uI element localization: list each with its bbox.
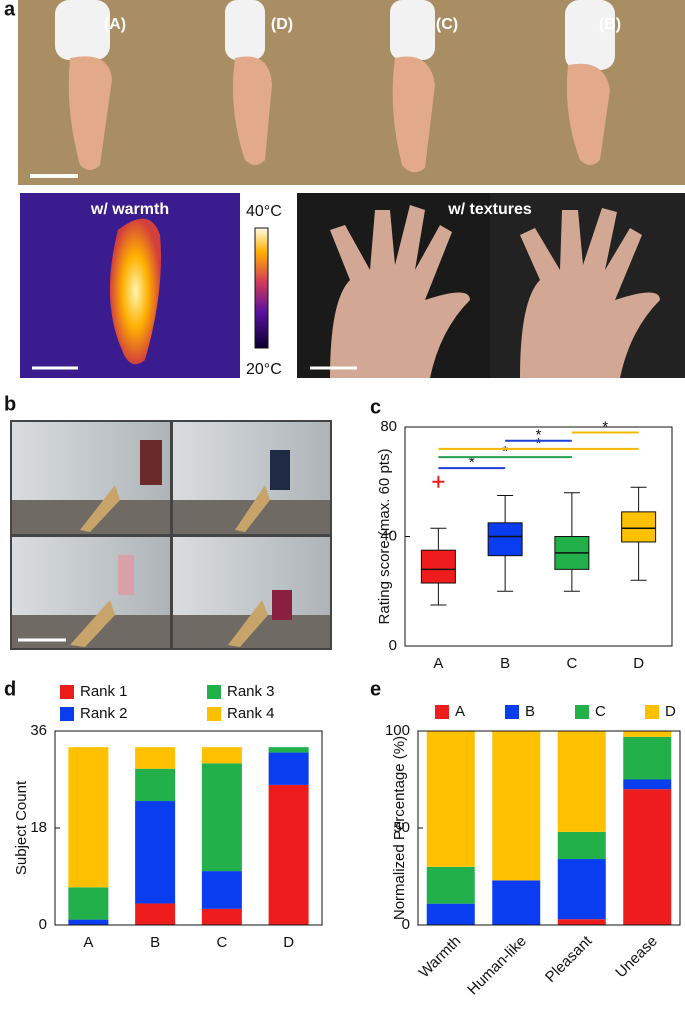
legend-swatch xyxy=(645,705,659,719)
y-tick-label: 80 xyxy=(380,418,397,435)
bar-segment xyxy=(557,731,606,832)
legend-label: Rank 2 xyxy=(80,705,128,722)
legend-label: C xyxy=(595,703,606,720)
box xyxy=(420,549,456,584)
y-tick-label: 0 xyxy=(39,916,47,933)
y-axis-label: Normalized Percentage (%) xyxy=(391,736,408,920)
bar-segment xyxy=(426,866,475,904)
x-tick-label: A xyxy=(433,655,443,672)
y-tick-label: 100 xyxy=(385,722,410,739)
colorbar-min: 20°C xyxy=(246,361,282,378)
box xyxy=(621,511,657,543)
legend-label: Rank 3 xyxy=(227,683,275,700)
x-tick-label: Warmth xyxy=(416,933,465,982)
box xyxy=(487,522,523,557)
bar-segment xyxy=(623,779,672,790)
outlier xyxy=(432,475,445,488)
x-tick-label: D xyxy=(283,934,294,951)
x-tick-label: C xyxy=(216,934,227,951)
y-tick-label: 0 xyxy=(402,916,410,933)
significance-label: * xyxy=(469,454,475,471)
y-tick-label: 18 xyxy=(30,819,47,836)
bar-segment xyxy=(492,880,541,925)
x-tick-label: D xyxy=(633,655,644,672)
bar-segment xyxy=(68,919,109,925)
legend-label: A xyxy=(455,703,465,720)
thermal-title: w/ warmth xyxy=(90,201,169,218)
axis-frame xyxy=(404,426,673,647)
y-axis-label: Rating score (max. 60 pts) xyxy=(376,449,393,625)
colorbar-max: 40°C xyxy=(246,203,282,220)
legend-swatch xyxy=(60,707,74,721)
x-tick-label: C xyxy=(566,655,577,672)
x-tick-label: A xyxy=(83,934,93,951)
bar-segment xyxy=(201,747,242,764)
panel-label: d xyxy=(4,678,16,700)
legend-swatch xyxy=(207,707,221,721)
legend-label: B xyxy=(525,703,535,720)
hand-label: (B) xyxy=(599,16,621,33)
bar-segment xyxy=(492,731,541,881)
panel-label: b xyxy=(4,393,16,415)
bar-segment xyxy=(201,763,242,872)
texture-title: w/ textures xyxy=(447,201,532,218)
legend-swatch xyxy=(505,705,519,719)
significance-label: * xyxy=(536,435,542,452)
bar-segment xyxy=(201,908,242,925)
bar-segment xyxy=(135,747,176,769)
y-tick-label: 40 xyxy=(380,527,397,544)
bar-segment xyxy=(268,752,309,785)
photo-thermal xyxy=(20,193,269,378)
panel-label: c xyxy=(370,396,381,418)
bar-segment xyxy=(426,903,475,925)
legend-swatch xyxy=(207,685,221,699)
legend-swatch xyxy=(60,685,74,699)
bar-segment xyxy=(623,731,672,737)
bar-segment xyxy=(557,919,606,925)
y-axis-label: Subject Count xyxy=(13,780,30,875)
bar-segment xyxy=(201,871,242,909)
photo-study xyxy=(10,420,332,650)
photo-hands xyxy=(18,0,685,185)
y-tick-label: 36 xyxy=(30,722,47,739)
x-tick-label: Unease xyxy=(612,933,661,982)
bar-segment xyxy=(135,768,176,802)
bar-segment xyxy=(623,736,672,780)
bar-segment xyxy=(135,903,176,925)
legend-swatch xyxy=(575,705,589,719)
legend-swatch xyxy=(435,705,449,719)
x-tick-label: B xyxy=(150,934,160,951)
bar-segment xyxy=(623,789,672,925)
axis-frame xyxy=(417,730,681,926)
bar-segment xyxy=(557,831,606,860)
axis-frame xyxy=(54,730,323,926)
bar-segment xyxy=(268,784,309,925)
bar-segment xyxy=(68,887,109,920)
x-tick-label: Pleasant xyxy=(542,932,596,986)
panel-label: e xyxy=(370,678,381,700)
bar-segment xyxy=(557,859,606,920)
significance-label: * xyxy=(536,427,542,444)
photo-textures xyxy=(297,193,685,378)
hand-label: (D) xyxy=(271,16,293,33)
bar-segment xyxy=(268,747,309,753)
bar-segment xyxy=(426,731,475,867)
x-tick-label: Human-like xyxy=(464,933,530,999)
legend-label: D xyxy=(665,703,676,720)
legend-label: Rank 4 xyxy=(227,705,275,722)
y-tick-label: 50 xyxy=(393,819,410,836)
hand-label: (C) xyxy=(436,16,458,33)
x-tick-label: B xyxy=(500,655,510,672)
panel-label: a xyxy=(4,0,16,20)
bar-segment xyxy=(135,801,176,904)
legend-label: Rank 1 xyxy=(80,683,128,700)
significance-label: * xyxy=(502,443,508,460)
hand-label: (A) xyxy=(104,16,126,33)
y-tick-label: 0 xyxy=(389,637,397,654)
bar-segment xyxy=(68,747,109,888)
